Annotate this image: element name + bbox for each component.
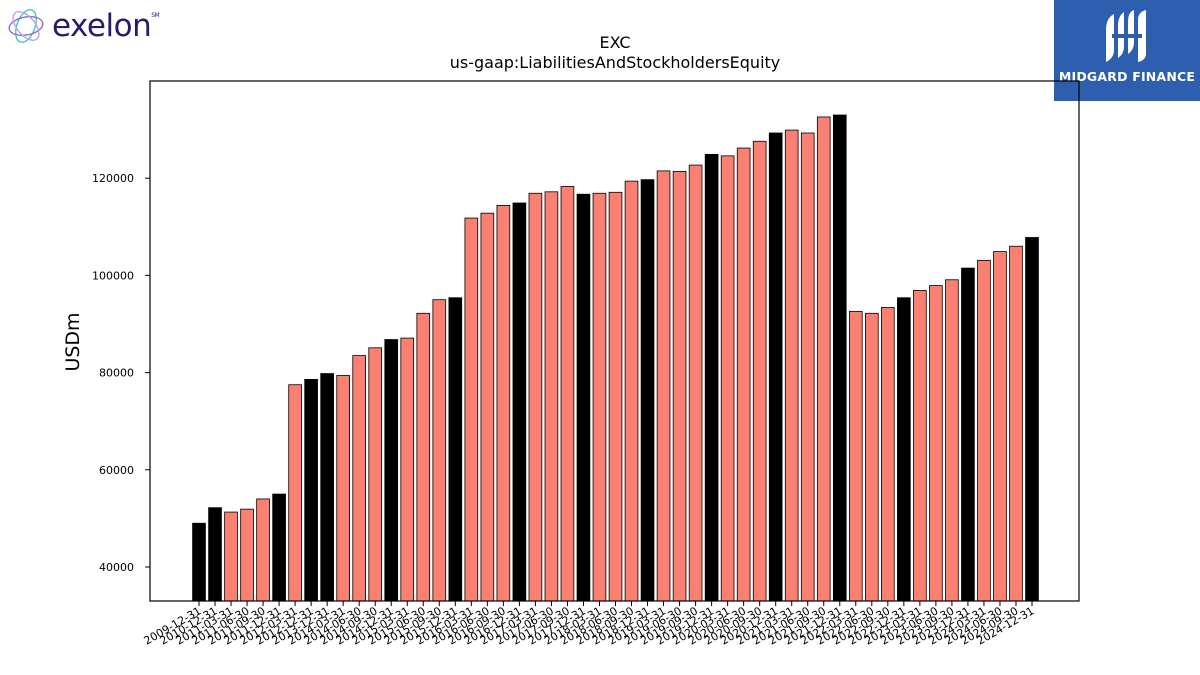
bar-2024-06-30 [993, 251, 1007, 602]
x-ticks-group: 2009-12-312010-12-312011-03-312011-06-30… [142, 601, 1037, 648]
bar-2021-06-30 [800, 132, 815, 602]
bar-2019-06-30 [672, 170, 687, 602]
bar-2021-03-31 [784, 129, 799, 602]
bars-group [192, 114, 1039, 602]
midgard-finance-text: MIDGARD FINANCE [1058, 69, 1196, 84]
y-ticks-group: 40000 60000 80000 100000 120000 [92, 172, 150, 574]
y-tick-label: 100000 [92, 269, 134, 282]
bar-2018-12-31 [640, 179, 655, 602]
bar-2019-03-31 [656, 170, 671, 602]
bar-2020-09-30 [752, 140, 767, 602]
y-tick-label: 60000 [99, 464, 134, 477]
y-tick-label: 120000 [92, 172, 134, 185]
bar-2013-12-31 [320, 373, 334, 602]
exelon-flower-icon [8, 9, 44, 43]
bar-2019-12-31 [704, 153, 719, 602]
y-tick-label: 80000 [99, 367, 134, 380]
bar-2022-12-31 [897, 297, 911, 602]
bar-2024-03-31 [977, 259, 991, 602]
bar-2016-09-30 [496, 205, 511, 602]
bar-2015-09-30 [432, 299, 447, 602]
midgard-finance-logo: MIDGARD FINANCE [1054, 0, 1200, 101]
bar-2022-03-31 [848, 310, 863, 602]
bar-2017-09-30 [560, 186, 575, 602]
bar-2011-12-31 [272, 493, 286, 602]
bar-2023-12-31 [961, 267, 975, 602]
bar-2014-12-31 [384, 339, 399, 602]
bar-2012-03-31 [288, 384, 302, 602]
service-mark: SM [151, 11, 160, 19]
y-tick-label: 40000 [99, 561, 134, 574]
bar-2014-03-31 [336, 375, 350, 602]
bar-2016-06-30 [480, 212, 495, 602]
bar-2022-09-30 [881, 307, 895, 602]
bar-2024-09-30 [1009, 245, 1023, 602]
midgard-emblem-icon [1106, 10, 1146, 62]
bar-2022-06-30 [865, 312, 879, 602]
bar-2011-03-31 [224, 511, 238, 602]
bar-2017-03-31 [528, 192, 543, 602]
chart-subtitle: us-gaap:LiabilitiesAndStockholdersEquity [450, 53, 781, 72]
bar-2012-12-31 [304, 378, 318, 602]
bar-2021-09-30 [816, 116, 831, 602]
bar-2023-09-30 [945, 279, 959, 602]
chart-title: EXC [599, 33, 630, 52]
bar-2018-06-30 [608, 191, 623, 602]
bar-2011-06-30 [240, 508, 254, 602]
bar-2010-12-31 [208, 507, 222, 602]
bar-2020-06-30 [736, 147, 751, 602]
bar-2018-09-30 [624, 180, 639, 602]
bar-2020-12-31 [768, 132, 783, 602]
bar-2014-09-30 [368, 347, 383, 602]
exelon-logo: exelon SM [6, 6, 160, 46]
bar-2009-12-31 [192, 522, 206, 602]
bar-2011-09-30 [256, 498, 270, 602]
bar-2024-12-31 [1025, 237, 1039, 602]
bar-2016-03-31 [464, 217, 479, 602]
bar-2020-03-31 [720, 155, 735, 602]
bar-2016-12-31 [512, 202, 527, 602]
bar-2015-12-31 [448, 297, 463, 602]
bar-2017-12-31 [576, 193, 591, 602]
bar-2015-06-30 [416, 312, 431, 602]
y-axis-label: USDm [62, 312, 84, 371]
bar-2023-03-31 [913, 290, 927, 602]
bar-2017-06-30 [544, 191, 559, 602]
bar-2019-09-30 [688, 164, 703, 602]
plot-frame [149, 80, 1080, 602]
bar-2021-12-31 [832, 114, 847, 602]
exelon-wordmark: exelon SM [52, 7, 160, 44]
bar-2018-03-31 [592, 192, 607, 602]
bar-2014-06-30 [352, 355, 366, 602]
bar-2023-06-30 [929, 285, 943, 602]
bar-2015-03-31 [400, 337, 415, 602]
